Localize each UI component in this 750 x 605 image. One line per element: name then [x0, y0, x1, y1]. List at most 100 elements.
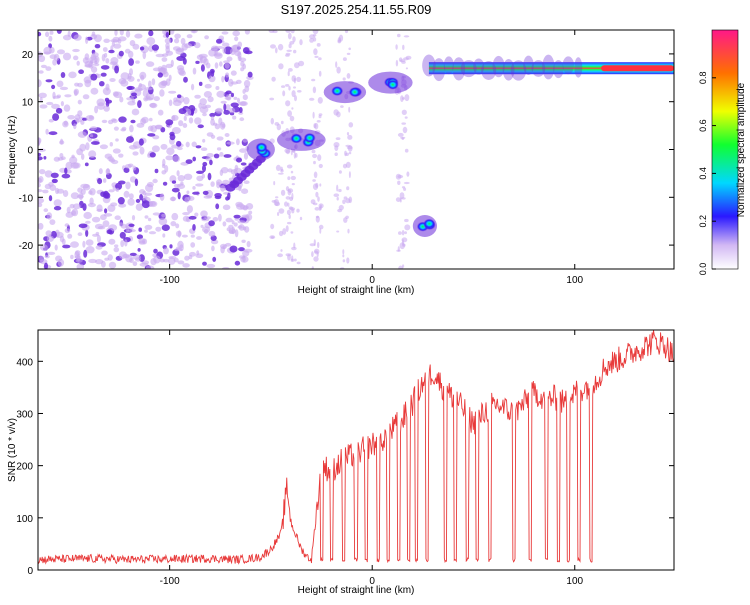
noise-speckle: [151, 44, 159, 51]
noise-speckle: [403, 35, 410, 38]
noise-speckle: [170, 30, 175, 35]
noise-speckle: [237, 51, 242, 59]
noise-speckle: [207, 96, 214, 103]
noise-speckle: [274, 201, 281, 207]
noise-speckle: [159, 89, 165, 97]
noise-speckle: [248, 210, 253, 215]
noise-speckle: [147, 133, 156, 137]
noise-speckle: [210, 134, 216, 139]
noise-speckle: [213, 153, 220, 159]
noise-speckle: [312, 183, 319, 190]
noise-speckle: [319, 183, 322, 187]
noise-speckle: [180, 181, 184, 186]
noise-speckle: [140, 74, 145, 81]
noise-speckle: [74, 114, 81, 120]
noise-speckle: [335, 61, 338, 68]
noise-speckle: [290, 170, 294, 174]
noise-speckle: [232, 30, 240, 37]
noise-speckle: [346, 132, 350, 136]
noise-speckle: [403, 181, 410, 185]
noise-speckle: [102, 87, 111, 96]
noise-speckle: [94, 259, 104, 265]
noise-speckle: [196, 54, 204, 60]
noise-speckle: [183, 173, 193, 180]
noise-speckle: [243, 248, 253, 253]
noise-speckle: [176, 170, 180, 177]
noise-speckle: [48, 118, 54, 123]
noise-speckle: [291, 192, 294, 200]
noise-speckle: [74, 82, 80, 87]
noise-speckle: [85, 220, 91, 224]
snr-y-tick-label: 0: [27, 566, 33, 577]
noise-speckle: [64, 223, 70, 227]
noise-speckle: [135, 203, 143, 211]
noise-speckle: [214, 193, 222, 198]
noise-speckle: [314, 207, 320, 211]
noise-speckle: [88, 150, 97, 159]
tone-halo: [460, 60, 477, 78]
noise-speckle: [348, 171, 351, 179]
noise-speckle: [148, 80, 152, 89]
signal-blob: [290, 133, 303, 144]
noise-speckle: [154, 125, 163, 130]
noise-speckle: [311, 251, 314, 258]
noise-speckle: [287, 176, 291, 181]
noise-speckle: [313, 48, 318, 56]
noise-speckle: [230, 92, 234, 98]
noise-speckle: [44, 262, 48, 269]
noise-speckle: [145, 265, 155, 269]
noise-speckle: [404, 148, 409, 153]
noise-speckle: [78, 69, 84, 74]
noise-speckle: [162, 181, 168, 186]
noise-speckle: [81, 153, 85, 160]
noise-speckle: [212, 217, 219, 222]
noise-speckle: [176, 65, 185, 71]
noise-speckle: [139, 194, 144, 201]
noise-speckle: [177, 175, 185, 182]
noise-speckle: [278, 230, 284, 237]
noise-speckle: [288, 206, 293, 210]
noise-speckle: [125, 30, 131, 38]
noise-speckle: [336, 230, 340, 233]
noise-speckle: [205, 62, 211, 69]
noise-speckle: [114, 30, 118, 36]
noise-speckle: [38, 92, 47, 99]
noise-speckle: [191, 141, 197, 148]
noise-speckle: [70, 210, 77, 216]
noise-speckle: [74, 251, 80, 259]
noise-speckle: [208, 75, 216, 83]
noise-speckle: [222, 179, 230, 185]
noise-speckle: [171, 187, 180, 193]
noise-speckle: [139, 146, 145, 155]
noise-speckle: [311, 149, 316, 154]
noise-speckle: [174, 248, 183, 252]
noise-speckle: [93, 63, 100, 67]
noise-speckle: [118, 50, 124, 57]
noise-speckle: [85, 246, 95, 254]
noise-speckle: [118, 180, 126, 185]
noise-speckle: [242, 94, 248, 101]
noise-speckle: [226, 56, 233, 62]
noise-speckle: [165, 30, 170, 33]
noise-speckle: [233, 96, 238, 100]
noise-speckle: [94, 105, 99, 114]
noise-speckle: [163, 258, 170, 263]
noise-speckle: [124, 239, 128, 247]
noise-speckle: [105, 58, 110, 64]
noise-speckle: [338, 34, 344, 42]
noise-speckle: [317, 154, 322, 162]
noise-speckle: [169, 133, 176, 141]
noise-speckle: [141, 116, 149, 124]
noise-speckle: [108, 224, 118, 232]
noise-speckle: [56, 188, 65, 194]
noise-speckle: [237, 220, 246, 224]
noise-speckle: [238, 186, 242, 192]
noise-speckle: [161, 213, 166, 218]
noise-speckle: [210, 70, 215, 77]
noise-speckle: [52, 113, 60, 121]
snr-y-tick-label: 400: [16, 357, 33, 368]
noise-speckle: [348, 151, 352, 155]
